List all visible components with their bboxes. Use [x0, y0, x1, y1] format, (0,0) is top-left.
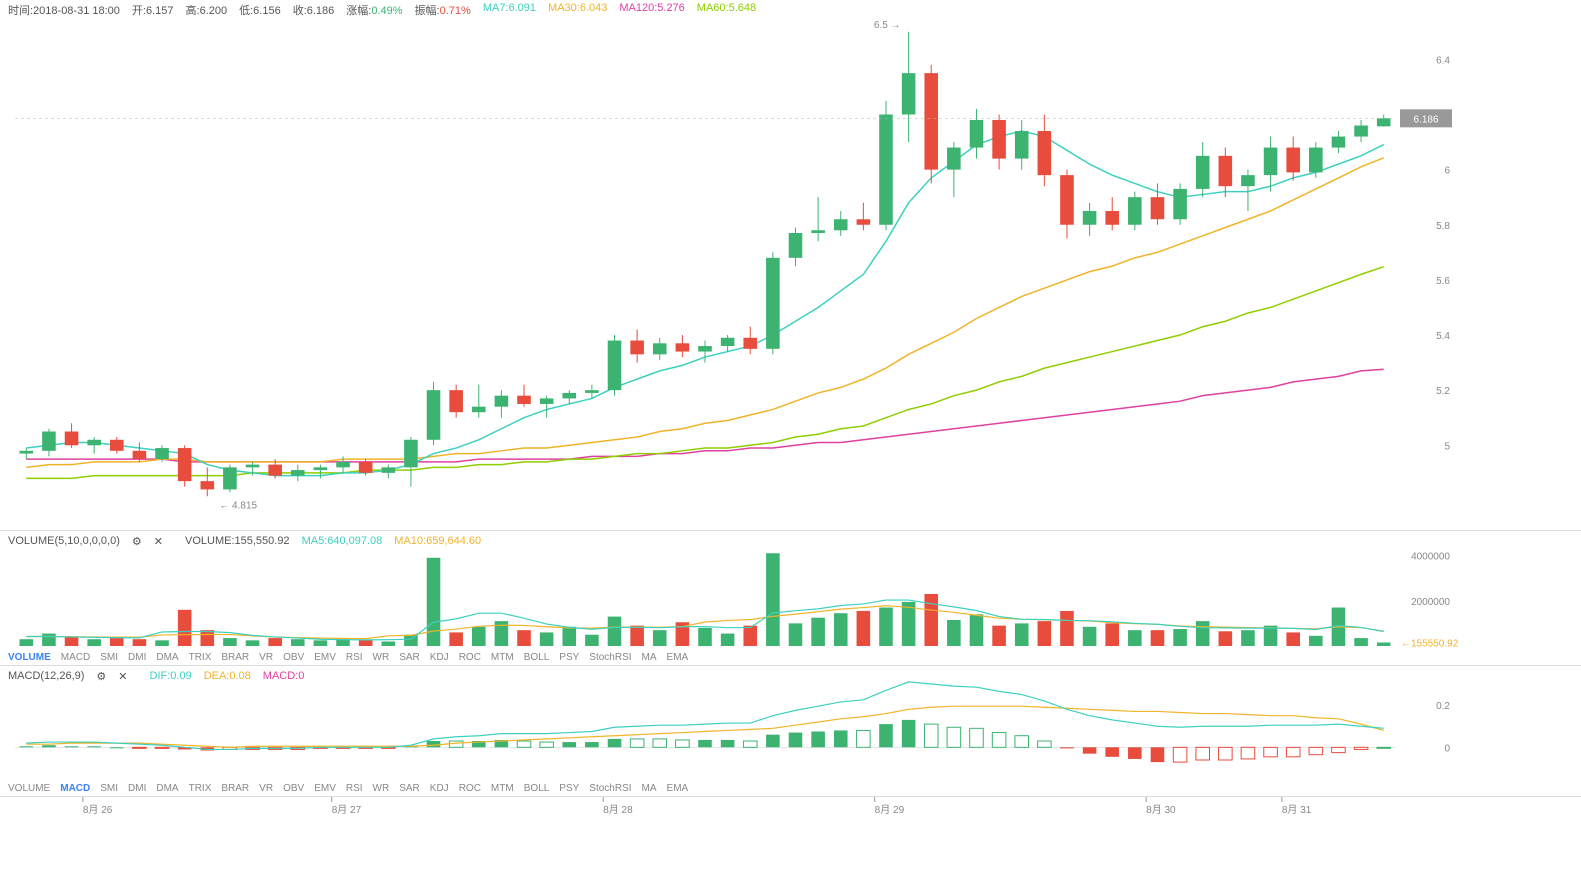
svg-text:8月 29: 8月 29	[875, 804, 905, 816]
svg-text:← 4.815: ← 4.815	[219, 500, 257, 511]
indicator-tab-vr[interactable]: VR	[259, 783, 273, 794]
indicator-tab-ema[interactable]: EMA	[667, 652, 689, 663]
indicator-tab-roc[interactable]: ROC	[459, 652, 481, 663]
indicator-tab-roc[interactable]: ROC	[459, 783, 481, 794]
volume-panel: VOLUME(5,10,0,0,0,0) ⚙ ✕ VOLUME:155,550.…	[0, 530, 1581, 650]
indicator-tab-psy[interactable]: PSY	[559, 652, 579, 663]
indicator-tab-rsi[interactable]: RSI	[346, 652, 363, 663]
indicator-tab-macd[interactable]: MACD	[61, 652, 90, 663]
x-axis: 8月 26 8月 27 8月 28 8月 29 8月 30 8月 31	[0, 796, 1581, 826]
indicator-tab-kdj[interactable]: KDJ	[430, 783, 449, 794]
indicator-tab-wr[interactable]: WR	[373, 652, 390, 663]
indicator-tab-obv[interactable]: OBV	[283, 652, 304, 663]
svg-text:8月 30: 8月 30	[1146, 804, 1176, 816]
indicator-tab-dmi[interactable]: DMI	[128, 652, 146, 663]
indicator-tab-smi[interactable]: SMI	[100, 652, 118, 663]
indicator-tab-brar[interactable]: BRAR	[221, 783, 249, 794]
macd-panel: MACD(12,26,9) ⚙ ✕ DIF:0.09 DEA:0.08 MACD…	[0, 665, 1581, 795]
indicator-tab-boll[interactable]: BOLL	[524, 652, 550, 663]
svg-text:8月 27: 8月 27	[332, 804, 362, 816]
svg-text:←155550.92: ←155550.92	[1401, 638, 1459, 649]
indicator-tab-sar[interactable]: SAR	[399, 652, 420, 663]
indicator-tab-macd[interactable]: MACD	[60, 783, 90, 794]
svg-text:5.8: 5.8	[1436, 221, 1450, 232]
indicator-tab-mtm[interactable]: MTM	[491, 652, 514, 663]
indicator-tab-emv[interactable]: EMV	[314, 652, 336, 663]
indicator-tab-rsi[interactable]: RSI	[346, 783, 363, 794]
volume-chart-svg[interactable]: 2000000 4000000 ←155550.92	[0, 531, 1581, 651]
indicator-tab-ema[interactable]: EMA	[667, 783, 689, 794]
price-chart-svg[interactable]: 55.25.45.65.866.26.46.5 →← 4.8156.186	[0, 0, 1581, 530]
svg-text:0.2: 0.2	[1436, 701, 1450, 712]
indicator-tab-sar[interactable]: SAR	[399, 783, 420, 794]
svg-text:4000000: 4000000	[1411, 552, 1450, 563]
indicator-tab-obv[interactable]: OBV	[283, 783, 304, 794]
indicator-tab-dma[interactable]: DMA	[156, 783, 178, 794]
svg-text:5.6: 5.6	[1436, 276, 1450, 287]
svg-text:8月 26: 8月 26	[83, 804, 113, 816]
indicator-tab-dma[interactable]: DMA	[156, 652, 178, 663]
indicator-tab-wr[interactable]: WR	[373, 783, 390, 794]
svg-text:6.186: 6.186	[1413, 114, 1438, 125]
indicator-tab-boll[interactable]: BOLL	[524, 783, 550, 794]
macd-chart-svg[interactable]: 00.2	[0, 666, 1581, 796]
indicator-tab-volume[interactable]: VOLUME	[8, 652, 51, 663]
indicator-tabs-bottom: VOLUME MACD SMI DMI DMA TRIX BRAR VR OBV EMV RSI WR…	[8, 783, 688, 794]
indicator-tab-ma[interactable]: MA	[642, 652, 657, 663]
indicator-tabs-top: VOLUME MACD SMI DMI DMA TRIX BRAR VR OBV EMV RSI WR…	[8, 652, 688, 663]
svg-text:0: 0	[1444, 743, 1450, 754]
indicator-tab-stochrsi[interactable]: StochRSI	[589, 652, 631, 663]
indicator-tab-brar[interactable]: BRAR	[221, 652, 249, 663]
svg-text:5: 5	[1444, 441, 1450, 452]
indicator-tab-smi[interactable]: SMI	[100, 783, 118, 794]
indicator-tab-ma[interactable]: MA	[642, 783, 657, 794]
indicator-tab-kdj[interactable]: KDJ	[430, 652, 449, 663]
svg-text:6.4: 6.4	[1436, 55, 1450, 66]
svg-text:5.2: 5.2	[1436, 386, 1450, 397]
indicator-tab-emv[interactable]: EMV	[314, 783, 336, 794]
indicator-tab-dmi[interactable]: DMI	[128, 783, 146, 794]
price-chart-panel: 时间:2018-08-31 18:00 开:6.157 高:6.200 低:6.…	[0, 0, 1581, 530]
indicator-tab-vr[interactable]: VR	[259, 652, 273, 663]
svg-text:6: 6	[1444, 166, 1450, 177]
svg-text:8月 31: 8月 31	[1282, 804, 1312, 816]
svg-text:6.5 →: 6.5 →	[874, 20, 901, 31]
x-axis-svg: 8月 26 8月 27 8月 28 8月 29 8月 30 8月 31	[0, 797, 1581, 827]
indicator-tab-mtm[interactable]: MTM	[491, 783, 514, 794]
svg-text:8月 28: 8月 28	[603, 804, 633, 816]
indicator-tab-stochrsi[interactable]: StochRSI	[589, 783, 631, 794]
indicator-tab-psy[interactable]: PSY	[559, 783, 579, 794]
indicator-tab-trix[interactable]: TRIX	[189, 652, 212, 663]
indicator-tab-volume[interactable]: VOLUME	[8, 783, 50, 794]
svg-text:2000000: 2000000	[1411, 597, 1450, 608]
svg-text:5.4: 5.4	[1436, 331, 1450, 342]
indicator-tab-trix[interactable]: TRIX	[189, 783, 212, 794]
